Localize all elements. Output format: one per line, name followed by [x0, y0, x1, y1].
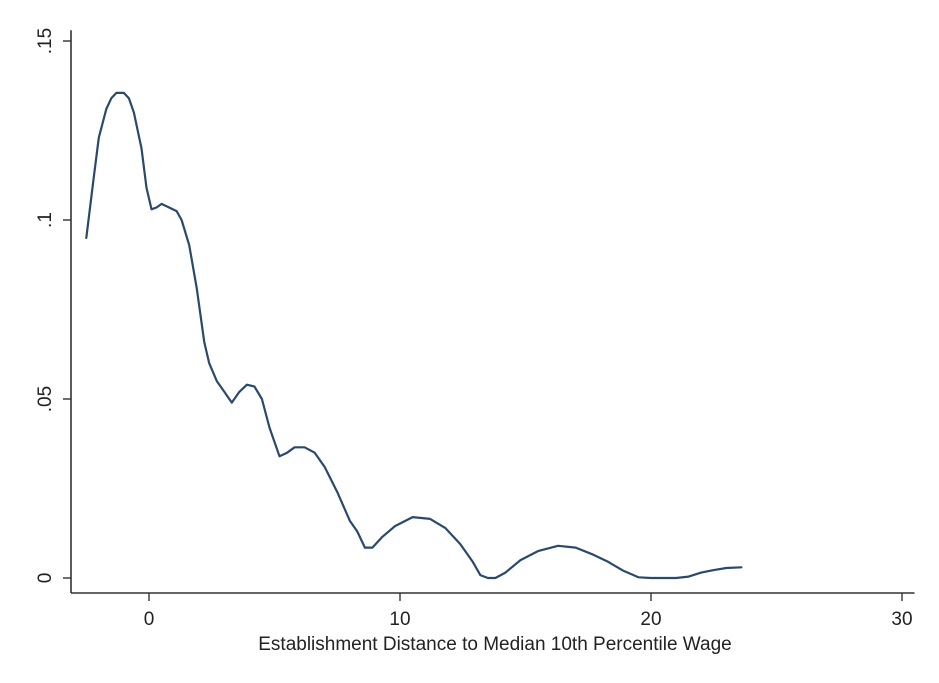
y-tick-label: .15 — [35, 28, 56, 54]
density-line — [85, 91, 743, 580]
x-axis-title: Establishment Distance to Median 10th Pe… — [258, 634, 732, 655]
x-tick-label: 20 — [640, 609, 661, 630]
x-tick-label: 10 — [389, 609, 410, 630]
x-tick-label: 30 — [891, 609, 912, 630]
x-tick-label: 0 — [144, 609, 155, 630]
y-tick-label: .05 — [35, 386, 56, 412]
y-tick-label: 0 — [35, 573, 56, 584]
y-tick-label: .1 — [35, 212, 56, 228]
